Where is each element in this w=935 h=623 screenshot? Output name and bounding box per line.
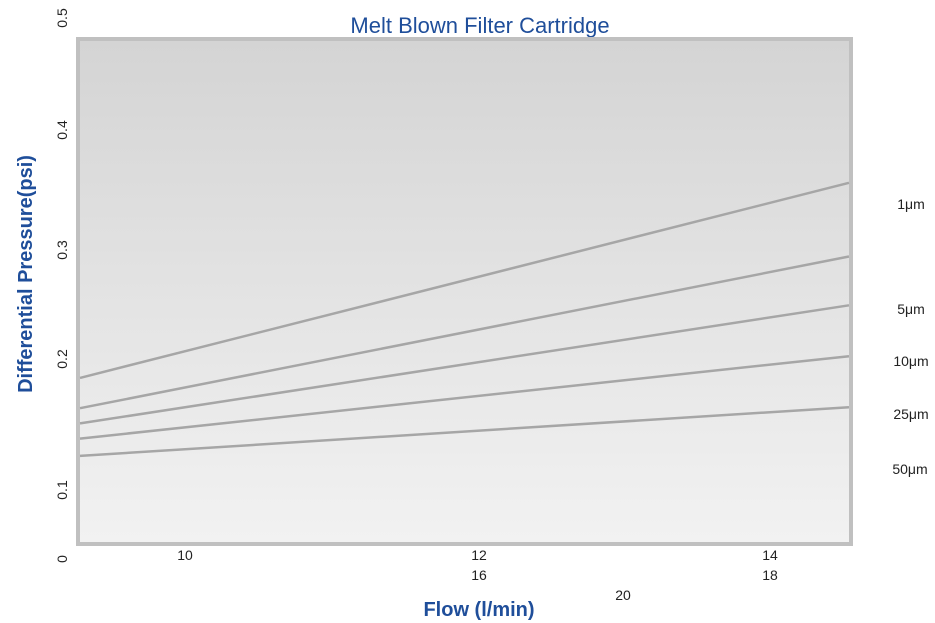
y-tick-label: 0.4	[54, 120, 70, 140]
y-tick-label: 0.1	[54, 480, 70, 500]
series-label-0: 1μm	[897, 196, 925, 212]
series-label-4: 50μm	[892, 461, 927, 477]
series-line-2	[79, 304, 850, 425]
x-axis-title: Flow (l/min)	[423, 599, 534, 621]
plot-area	[76, 37, 853, 546]
y-tick-labels: 0 0.1 0.2 0.3 0.4 0.5	[54, 8, 70, 563]
y-axis-title: Differential Pressure(psi)	[15, 155, 37, 393]
series-labels: 1μm 5μm 10μm 25μm 50μm	[892, 196, 928, 477]
y-tick-label: 0.3	[54, 240, 70, 260]
y-tick-label: 0.2	[54, 349, 70, 369]
chart-title: Melt Blown Filter Cartridge	[350, 13, 609, 38]
series-lines	[79, 181, 850, 458]
x-tick-label: 10	[177, 547, 193, 563]
y-tick-label: 0	[54, 555, 70, 563]
x-tick-label: 20	[615, 587, 631, 603]
series-line-0	[79, 181, 850, 380]
x-tick-label: 14	[762, 547, 778, 563]
series-label-3: 25μm	[893, 406, 928, 422]
x-tick-labels: 10 12 14 16 18 20	[177, 547, 778, 603]
x-tick-label: 18	[762, 567, 778, 583]
x-tick-label: 12	[471, 547, 487, 563]
series-line-4	[79, 405, 850, 458]
series-label-2: 10μm	[893, 353, 928, 369]
series-label-1: 5μm	[897, 301, 925, 317]
y-tick-label: 0.5	[54, 8, 70, 28]
series-line-1	[79, 255, 850, 410]
series-line-3	[79, 354, 850, 440]
x-tick-label: 16	[471, 567, 487, 583]
